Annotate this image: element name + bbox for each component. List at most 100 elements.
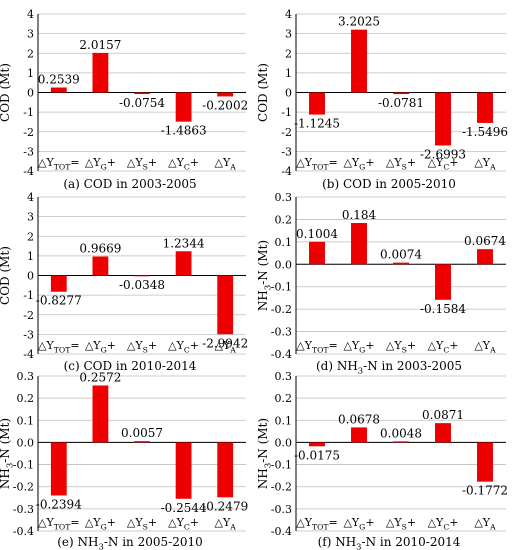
bar bbox=[134, 92, 150, 94]
data-label: 1.2344 bbox=[163, 236, 205, 250]
bar bbox=[50, 87, 67, 93]
y-tick-label: 0.0 bbox=[17, 436, 35, 449]
bar bbox=[435, 92, 451, 146]
y-tick-label: 0.2 bbox=[275, 213, 293, 226]
y-tick-label: 2 bbox=[285, 47, 292, 60]
y-tick-label: -0.3 bbox=[271, 326, 292, 339]
y-tick-label: 4 bbox=[27, 8, 34, 21]
category-label: △YC+ bbox=[168, 156, 199, 171]
data-label: 0.0871 bbox=[422, 408, 464, 422]
bar bbox=[351, 427, 367, 443]
category-label: △YA bbox=[215, 516, 237, 531]
y-tick-label: 1 bbox=[27, 250, 34, 263]
bar bbox=[175, 442, 192, 499]
data-label: 2.0157 bbox=[79, 38, 121, 52]
y-tick-label: 0.3 bbox=[275, 370, 293, 383]
bar bbox=[50, 442, 67, 496]
category-label: △YTOT= bbox=[38, 156, 80, 171]
y-tick-label: 0.1 bbox=[275, 414, 293, 427]
category-label: △YA bbox=[474, 516, 496, 531]
category-label: △YG+ bbox=[343, 156, 374, 171]
bar bbox=[435, 423, 451, 443]
category-label: △YG+ bbox=[85, 516, 116, 531]
data-label: -0.0175 bbox=[294, 448, 340, 462]
chart-panel-f: -0.4 -0.3 -0.2 -0.1 0.0 0.1 0.2 0.3 NH3-N (Mt) -0… bbox=[256, 370, 508, 550]
y-tick-label: -0.1 bbox=[271, 281, 292, 294]
category-label: △YC+ bbox=[428, 516, 459, 531]
category-label: △YS+ bbox=[386, 339, 416, 354]
y-tick-label: 0 bbox=[27, 270, 34, 283]
category-label: △YG+ bbox=[343, 339, 374, 354]
y-tick-label: 0.3 bbox=[17, 370, 35, 383]
data-label: -0.2544 bbox=[161, 501, 207, 515]
data-label: -0.8277 bbox=[36, 294, 82, 308]
y-tick-label: -2 bbox=[23, 126, 34, 139]
category-label: △YS+ bbox=[127, 516, 157, 531]
bar bbox=[393, 262, 409, 265]
chart-panel-d: -0.4 -0.3 -0.2 -0.1 0.0 0.1 0.2 0.3 NH3-N (Mt) 0.… bbox=[256, 191, 506, 376]
y-tick-label: -0.1 bbox=[271, 459, 292, 472]
category-label: △YTOT= bbox=[296, 339, 338, 354]
data-label: 0.1004 bbox=[296, 227, 338, 241]
category-label: △YA bbox=[215, 156, 237, 171]
data-label: 0.9669 bbox=[79, 242, 121, 256]
category-label: △YTOT= bbox=[296, 156, 338, 171]
data-label: 3.2025 bbox=[338, 15, 380, 29]
data-label: 0.2572 bbox=[79, 370, 121, 384]
y-tick-label: 0.1 bbox=[275, 236, 293, 249]
category-label: △YG+ bbox=[343, 516, 374, 531]
bar bbox=[393, 441, 409, 443]
chart-panel-e: -0.4 -0.3 -0.2 -0.1 0.0 0.1 0.2 0.3 NH3-N (Mt) -0… bbox=[0, 370, 248, 550]
category-label: △YTOT= bbox=[38, 339, 80, 354]
data-label: -0.0781 bbox=[378, 96, 424, 110]
bar bbox=[134, 275, 150, 277]
y-axis-label: NH3-N (Mt) bbox=[256, 418, 273, 489]
data-label: 0.0678 bbox=[338, 412, 380, 426]
bar bbox=[477, 92, 493, 123]
data-label: -0.0348 bbox=[119, 278, 165, 292]
bar bbox=[175, 251, 192, 276]
y-tick-label: -0.4 bbox=[271, 525, 292, 538]
y-tick-label: 2 bbox=[27, 47, 34, 60]
y-tick-label: -3 bbox=[281, 145, 292, 158]
category-label: △YC+ bbox=[168, 516, 199, 531]
chart-panel-b: -4 -3 -2 -1 0 1 2 3 4 COD (Mt) -1.1245 △YTOT= 3.2025… bbox=[256, 8, 508, 191]
data-label: 0.184 bbox=[342, 208, 377, 222]
y-tick-label: 3 bbox=[27, 28, 34, 41]
data-label: 0.0074 bbox=[380, 248, 422, 262]
panel-caption: (f) NH3-N in 2010-2014 bbox=[318, 535, 461, 550]
data-label: -0.2002 bbox=[202, 98, 248, 112]
category-label: △YTOT= bbox=[38, 516, 80, 531]
y-tick-label: 0.1 bbox=[17, 414, 35, 427]
bar bbox=[217, 442, 234, 498]
category-label: △YA bbox=[474, 339, 496, 354]
bar bbox=[217, 275, 234, 335]
y-tick-label: 0.2 bbox=[275, 392, 293, 405]
data-label: 0.2539 bbox=[38, 73, 80, 87]
bar bbox=[50, 275, 67, 292]
category-label: △YA bbox=[215, 339, 237, 354]
bar bbox=[134, 441, 150, 443]
panel-caption: (b) COD in 2005-2010 bbox=[322, 177, 456, 191]
bar bbox=[175, 92, 192, 122]
bar bbox=[309, 92, 325, 115]
y-axis-label: COD (Mt) bbox=[0, 63, 12, 122]
y-tick-label: -0.2 bbox=[13, 481, 34, 494]
y-tick-label: -4 bbox=[23, 348, 34, 361]
y-tick-label: -0.3 bbox=[13, 503, 34, 516]
panel-caption: (e) NH3-N in 2005-2010 bbox=[57, 535, 202, 550]
y-tick-label: 2 bbox=[27, 230, 34, 243]
y-tick-label: 4 bbox=[27, 191, 34, 204]
category-label: △YC+ bbox=[428, 339, 459, 354]
y-tick-label: -0.2 bbox=[271, 481, 292, 494]
bar bbox=[351, 29, 367, 93]
category-label: △YC+ bbox=[428, 156, 459, 171]
y-tick-label: -0.4 bbox=[13, 525, 34, 538]
y-tick-label: -0.2 bbox=[271, 303, 292, 316]
y-tick-label: -4 bbox=[281, 165, 292, 178]
y-tick-label: -2 bbox=[281, 126, 292, 139]
y-tick-label: 0 bbox=[27, 87, 34, 100]
panel-caption: (d) NH3-N in 2003-2005 bbox=[316, 359, 462, 376]
y-tick-label: 0.2 bbox=[17, 392, 35, 405]
